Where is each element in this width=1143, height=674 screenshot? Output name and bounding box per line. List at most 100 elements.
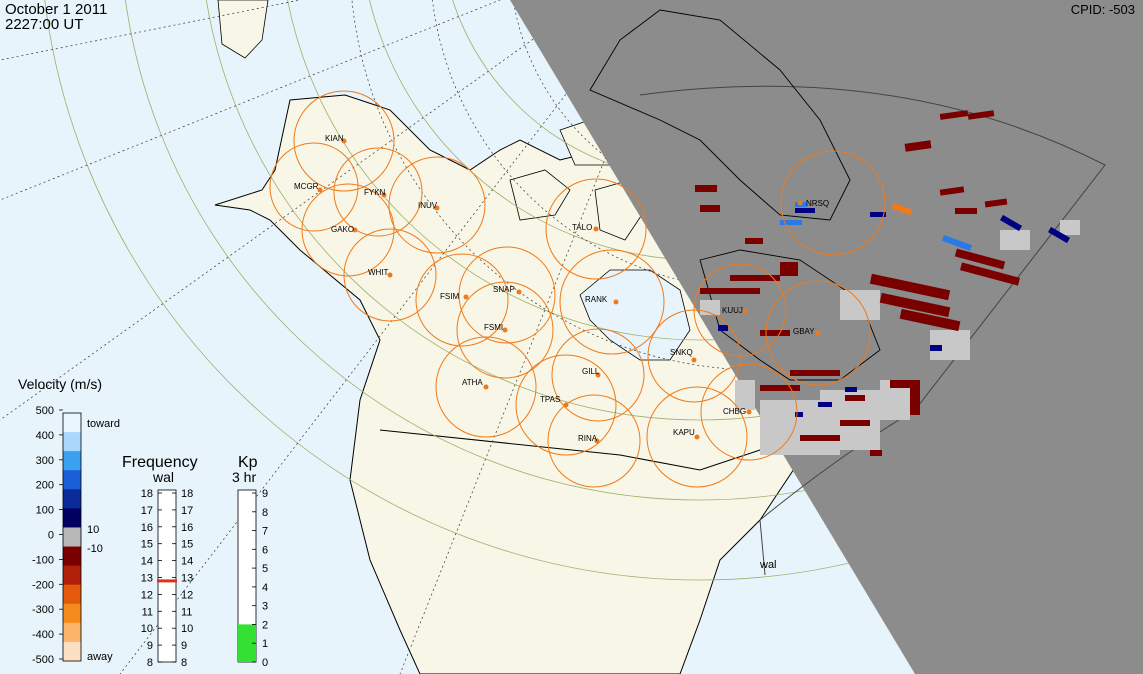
velocity-tick-label: 200 xyxy=(36,480,54,492)
velocity-tick-label: 0 xyxy=(48,530,54,542)
velocity-color-segment xyxy=(63,527,81,548)
velocity-tick-label: 400 xyxy=(36,430,54,442)
station-label: KUUJ xyxy=(722,306,743,315)
station-label: SNKQ xyxy=(670,348,693,357)
kp-tick-label: 5 xyxy=(262,563,268,575)
station-label: FSIM xyxy=(440,292,459,301)
station-snap: SNAP xyxy=(493,285,522,295)
frequency-subtitle: wal xyxy=(152,469,174,485)
frequency-tick-right: 17 xyxy=(181,505,193,517)
arctic-island-1 xyxy=(509,169,571,221)
velocity-tick-label: 500 xyxy=(36,405,54,417)
velocity-color-segment xyxy=(63,603,81,624)
velocity-color-segment xyxy=(63,470,81,490)
station-nrsq: NRSQ xyxy=(797,199,829,208)
station-circles xyxy=(269,90,886,488)
frequency-tick-left: 17 xyxy=(141,505,153,517)
station-fsmi: FSMI xyxy=(484,323,508,333)
station-rank: RANK xyxy=(585,295,619,305)
station-inuv: INUV xyxy=(418,201,440,211)
station-markers: KIAN MCGR FYKN INUV GAKO TALO WHIT FSIM … xyxy=(294,134,829,444)
station-label: MCGR xyxy=(294,182,319,191)
station-label: ATHA xyxy=(462,378,483,387)
station-talo: TALO xyxy=(572,223,599,232)
velocity-color-segment xyxy=(63,584,81,605)
velocity-color-segment xyxy=(63,565,81,586)
velocity-legend: Velocity (m/s) 500 400 300 200 100 0 -100 -200 -… xyxy=(18,376,120,666)
station-label: INUV xyxy=(418,201,438,210)
kp-tick-label: 1 xyxy=(262,638,268,650)
frequency-tick-right: 13 xyxy=(181,573,193,585)
velocity-tick-label: -300 xyxy=(32,604,54,616)
station-label: KIAN xyxy=(325,134,344,143)
velocity-colorbar xyxy=(63,413,81,662)
frequency-tick-left: 12 xyxy=(141,589,153,601)
station-label: FSMI xyxy=(484,323,503,332)
frequency-title: Frequency xyxy=(122,454,198,471)
station-label: NRSQ xyxy=(806,199,829,208)
frequency-tick-right: 16 xyxy=(181,522,193,534)
velocity-color-segment xyxy=(63,508,81,528)
station-fsim: FSIM xyxy=(440,292,469,301)
station-label: WHIT xyxy=(368,268,389,277)
station-whit: WHIT xyxy=(368,268,393,278)
darkness-shade xyxy=(510,0,1143,674)
kp-tick-label: 2 xyxy=(262,619,268,631)
velocity-away-cells xyxy=(695,110,1021,456)
kp-tick-label: 6 xyxy=(262,544,268,556)
station-label: TPAS xyxy=(540,395,560,404)
velocity-color-segment xyxy=(63,413,81,433)
landmass-top xyxy=(217,0,269,59)
velocity-tick-label: 100 xyxy=(36,505,54,517)
frequency-tick-right: 14 xyxy=(181,556,193,568)
frequency-tick-right: 15 xyxy=(181,539,193,551)
velocity-toward-cells xyxy=(718,208,1071,417)
kp-title: Kp xyxy=(238,454,258,471)
station-gill: GILL xyxy=(582,367,601,378)
frequency-tick-left: 15 xyxy=(141,539,153,551)
velocity-away-label: away xyxy=(87,651,113,663)
frequency-tick-right: 11 xyxy=(181,606,192,618)
velocity-color-segment xyxy=(63,622,81,643)
frequency-tick-left: 10 xyxy=(141,623,153,635)
velocity-tick-label: -100 xyxy=(32,554,54,566)
velocity-color-segment xyxy=(63,451,81,471)
velocity-color-segment xyxy=(63,546,81,567)
kp-tick-label: 0 xyxy=(262,657,268,669)
frequency-bar xyxy=(157,489,177,663)
velocity-title: Velocity (m/s) xyxy=(18,376,102,392)
station-label: KAPU xyxy=(673,428,695,437)
station-label: GBAY xyxy=(793,327,815,336)
frequency-legend: Frequency wal 18 18 17 17 16 16 15 15 14 14 13 13 12… xyxy=(122,454,198,669)
baffin-outline xyxy=(589,9,851,221)
velocity-threshold-neg: -10 xyxy=(87,543,103,555)
frequency-tick-left: 16 xyxy=(141,522,153,534)
kp-fill xyxy=(238,624,256,662)
station-tpas: TPAS xyxy=(540,395,569,408)
station-label: RANK xyxy=(585,295,608,304)
time-label: 2227:00 UT xyxy=(5,16,84,33)
velocity-color-segment xyxy=(63,641,81,662)
velocity-color-segment xyxy=(63,489,81,509)
kp-tick-label: 4 xyxy=(262,582,268,594)
labrador-outline xyxy=(699,249,881,381)
station-label: SNAP xyxy=(493,285,515,294)
station-gbay: GBAY xyxy=(793,327,821,336)
station-label: FYKN xyxy=(364,188,386,197)
kp-ticks: 9 8 7 6 5 4 3 2 1 0 xyxy=(252,488,268,669)
frequency-marker xyxy=(157,579,177,583)
kp-tick-label: 3 xyxy=(262,601,268,613)
velocity-toward-label: toward xyxy=(87,418,120,430)
station-label: GILL xyxy=(582,367,600,376)
radar-fov-outline xyxy=(639,85,1106,576)
frequency-tick-left: 8 xyxy=(147,657,153,669)
radar-site-label: wal xyxy=(759,559,777,571)
station-kapu: KAPU xyxy=(673,428,700,440)
frequency-tick-right: 10 xyxy=(181,623,193,635)
station-snkq: SNKQ xyxy=(670,348,697,363)
kp-tick-label: 7 xyxy=(262,526,268,538)
station-chbg: CHBG xyxy=(723,407,752,416)
frequency-tick-right: 12 xyxy=(181,589,193,601)
station-fykn: FYKN xyxy=(364,188,387,198)
